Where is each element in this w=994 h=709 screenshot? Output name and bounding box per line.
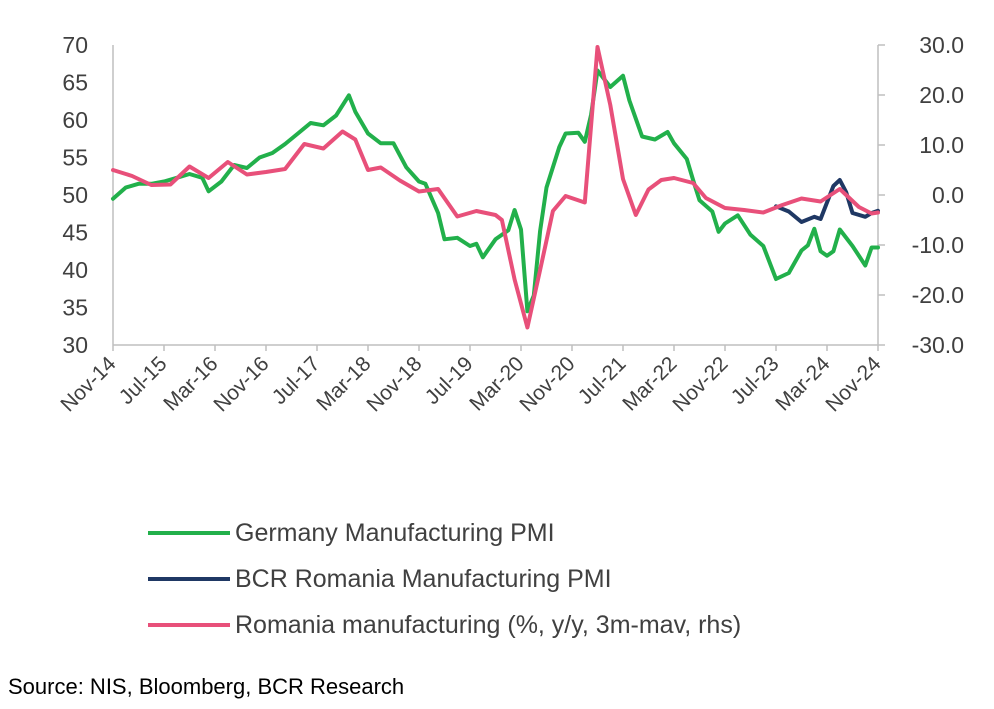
chart-axes [112,45,879,346]
left-tick-label: 55 [62,145,88,171]
legend-item-germany-pmi: Germany Manufacturing PMI [148,510,741,556]
right-tick-label: 10.0 [919,132,964,158]
right-tick-label: 20.0 [919,82,964,108]
left-tick-label: 45 [62,220,88,246]
left-tick-label: 30 [62,332,88,358]
legend-item-romania-manufacturing: Romania manufacturing (%, y/y, 3m-mav, r… [148,602,741,648]
x-tick-label: Mar-16 [159,352,222,415]
x-tick-label: Mar-18 [312,352,375,415]
left-tick-label: 40 [62,257,88,283]
left-tick-label: 65 [62,70,88,96]
x-tick-label: Mar-24 [771,352,835,416]
right-tick-label: 0.0 [932,182,964,208]
legend-label: BCR Romania Manufacturing PMI [235,564,612,593]
series-line-bcr-romania-pmi [774,178,880,224]
left-tick-label: 70 [62,32,88,58]
right-axis-ticks: 30.0 20.0 10.0 0.0 -10.0 -20.0 -30.0 [878,32,964,358]
x-tick-label: Nov-24 [821,352,885,416]
x-tick-label: Nov-20 [515,352,579,416]
x-tick-label: Nov-22 [668,352,732,416]
x-tick-label: Nov-16 [209,352,273,416]
series-line-germany-pmi [111,68,880,314]
right-tick-label: -30.0 [912,332,964,358]
chart-legend: Germany Manufacturing PMI BCR Romania Ma… [148,510,741,648]
legend-label: Romania manufacturing (%, y/y, 3m-mav, r… [235,610,742,639]
x-tick-label: Mar-20 [465,352,528,415]
x-tick-label: Mar-22 [618,352,681,415]
left-tick-label: 35 [62,295,88,321]
legend-item-bcr-romania-pmi: BCR Romania Manufacturing PMI [148,556,741,602]
left-tick-label: 50 [62,182,88,208]
series-lines [111,45,880,330]
x-axis-ticks: Nov-14Jul-15Mar-16Nov-16Jul-17Mar-18Nov-… [56,345,886,416]
legend-swatch-romania-manufacturing [148,623,230,627]
legend-swatch-germany [148,531,230,535]
right-tick-label: -10.0 [912,232,964,258]
x-tick-label: Nov-14 [56,352,120,416]
right-tick-label: -20.0 [912,282,964,308]
legend-label: Germany Manufacturing PMI [235,518,555,547]
x-tick-label: Nov-18 [362,352,426,416]
left-axis-ticks: 70 65 60 55 50 45 40 35 30 [62,32,88,358]
legend-swatch-bcr-romania [148,577,230,581]
series-line-romania-manufacturing [111,45,880,330]
right-tick-label: 30.0 [919,32,964,58]
source-note: Source: NIS, Bloomberg, BCR Research [8,674,405,699]
pmi-line-chart: 70 65 60 55 50 45 40 35 30 30.0 20.0 10.0 0.0 -10.0 -… [56,32,964,416]
left-tick-label: 60 [62,107,88,133]
